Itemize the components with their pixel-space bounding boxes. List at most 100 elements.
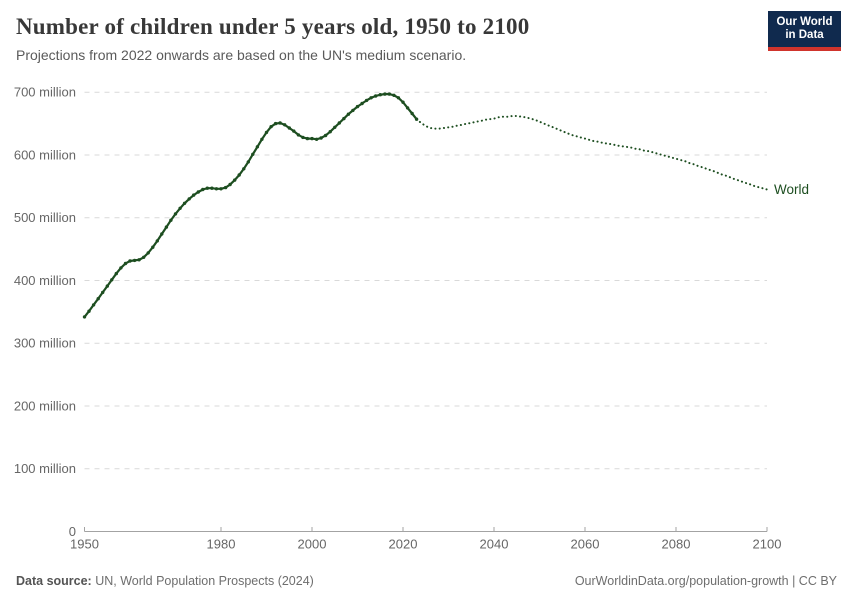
data-point-marker xyxy=(383,92,387,96)
data-point-marker xyxy=(314,137,319,141)
data-point-marker xyxy=(328,130,332,134)
data-point-marker xyxy=(164,225,169,229)
data-point-marker xyxy=(123,261,128,266)
data-point-marker xyxy=(155,239,159,243)
data-point-marker xyxy=(173,212,178,216)
data-point-marker xyxy=(196,190,200,194)
y-axis-tick-label: 600 million xyxy=(14,148,76,163)
data-point-marker xyxy=(378,93,382,97)
data-point-marker xyxy=(337,121,341,125)
x-axis-tick-label: 1950 xyxy=(70,537,99,552)
data-point-marker xyxy=(223,185,228,190)
data-point-marker xyxy=(110,278,114,282)
data-point-marker xyxy=(346,112,351,116)
data-point-marker xyxy=(273,121,278,126)
y-axis-tick-label: 400 million xyxy=(14,273,76,288)
owid-logo-line2: in Data xyxy=(785,29,824,41)
data-point-marker xyxy=(237,173,241,177)
data-point-marker xyxy=(142,255,146,259)
data-point-marker xyxy=(251,152,255,156)
data-point-marker xyxy=(91,303,96,307)
y-axis-tick-label: 0 xyxy=(69,524,76,539)
data-point-marker xyxy=(246,160,250,164)
data-point-marker xyxy=(410,111,414,116)
data-point-marker xyxy=(160,232,164,236)
owid-license-link[interactable]: OurWorldinData.org/population-growth | C… xyxy=(574,574,837,588)
data-point-marker xyxy=(351,108,355,113)
data-point-marker xyxy=(287,126,291,130)
data-source-note: Data source: UN, World Population Prospe… xyxy=(16,574,314,588)
data-point-marker xyxy=(210,186,214,190)
x-axis-tick-label: 2080 xyxy=(662,537,691,552)
x-axis-tick-label: 2060 xyxy=(571,537,600,552)
chart-subtitle: Projections from 2022 onwards are based … xyxy=(16,47,467,64)
data-point-marker xyxy=(128,259,132,263)
data-point-marker xyxy=(396,96,401,100)
data-point-marker xyxy=(364,98,369,103)
data-point-marker xyxy=(87,309,91,313)
data-point-marker xyxy=(401,100,405,104)
y-axis-tick-label: 500 million xyxy=(14,210,76,225)
data-point-marker xyxy=(101,290,105,295)
data-point-marker xyxy=(151,245,155,249)
y-axis-tick-label: 200 million xyxy=(14,399,76,414)
data-point-marker xyxy=(333,125,337,129)
data-point-marker xyxy=(355,104,360,109)
chart-header: Number of children under 5 years old, 19… xyxy=(16,14,740,63)
data-point-marker xyxy=(387,92,392,96)
data-point-marker xyxy=(360,101,364,106)
data-point-marker xyxy=(269,125,273,129)
x-axis-tick-label: 2040 xyxy=(480,537,509,552)
projection-line xyxy=(415,115,768,191)
data-point-marker xyxy=(182,201,187,205)
data-point-marker xyxy=(260,137,264,141)
data-point-marker xyxy=(374,94,378,98)
data-point-marker xyxy=(242,167,246,171)
owid-logo[interactable]: Our World in Data xyxy=(768,11,841,51)
data-point-marker xyxy=(305,136,310,141)
data-point-marker xyxy=(192,193,196,197)
data-point-marker xyxy=(219,187,223,191)
data-point-marker xyxy=(264,130,269,135)
data-point-marker xyxy=(201,187,205,192)
data-point-marker xyxy=(283,123,287,127)
y-axis-tick-label: 100 million xyxy=(14,461,76,476)
data-source-label: Data source: xyxy=(16,574,92,588)
observed-line xyxy=(83,93,418,318)
data-point-marker xyxy=(323,133,328,138)
y-axis-tick-label: 700 million xyxy=(14,85,76,100)
data-point-marker xyxy=(301,135,305,140)
y-axis-tick-label: 300 million xyxy=(14,336,76,351)
data-point-marker xyxy=(114,271,119,276)
data-point-marker xyxy=(146,251,150,255)
data-point-marker xyxy=(405,106,410,110)
x-axis-tick-label: 2100 xyxy=(753,537,782,552)
data-point-marker xyxy=(255,145,260,149)
data-point-marker xyxy=(296,133,301,137)
data-source-text: UN, World Population Prospects (2024) xyxy=(91,574,314,588)
x-axis-tick-label: 2000 xyxy=(298,537,327,552)
data-point-marker xyxy=(96,297,100,301)
data-point-marker xyxy=(137,258,141,262)
data-point-marker xyxy=(310,136,314,141)
data-point-marker xyxy=(119,266,123,270)
data-point-marker xyxy=(369,96,373,100)
data-point-marker xyxy=(292,129,296,133)
data-point-marker xyxy=(214,187,219,191)
data-point-marker xyxy=(278,121,282,125)
data-point-marker xyxy=(169,218,173,222)
owid-logo-line1: Our World xyxy=(776,15,833,28)
data-point-marker xyxy=(228,182,232,187)
data-point-marker xyxy=(233,178,237,182)
data-point-marker xyxy=(132,258,137,263)
data-point-marker xyxy=(178,206,182,210)
chart-footer: Data source: UN, World Population Prospe… xyxy=(16,574,837,588)
data-point-marker xyxy=(205,186,209,190)
data-point-marker xyxy=(392,93,396,98)
data-point-marker xyxy=(105,284,110,288)
data-point-marker xyxy=(319,136,323,140)
page-title: Number of children under 5 years old, 19… xyxy=(16,14,530,39)
data-point-marker xyxy=(82,315,87,319)
